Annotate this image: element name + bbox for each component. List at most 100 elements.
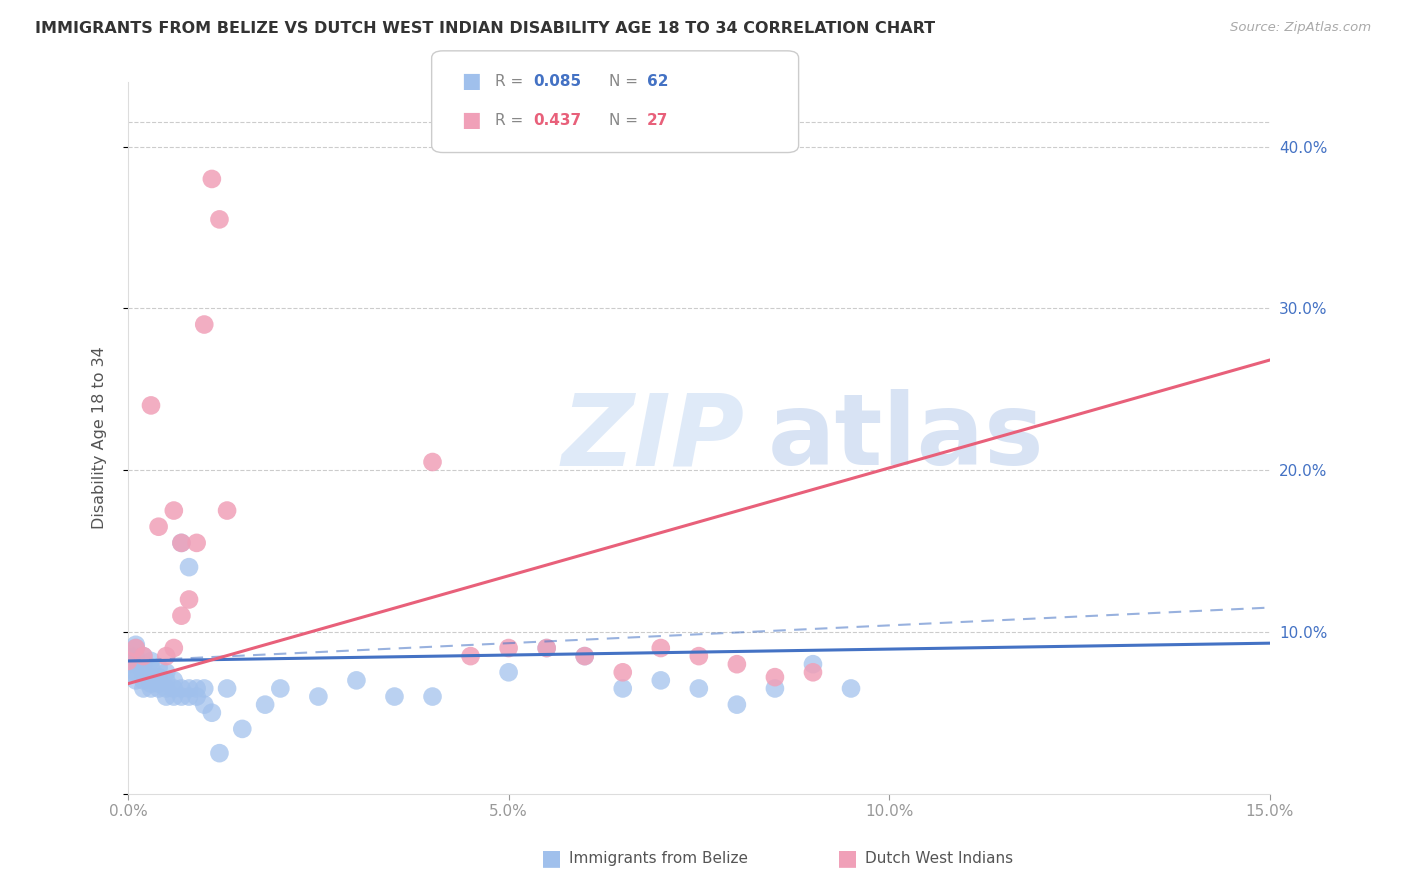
Point [460,649,482,664]
Point [117,654,139,668]
Point [612,681,634,696]
Point [117,654,139,668]
Point [148,670,170,684]
Point [125,638,148,652]
Point [254,698,277,712]
Point [201,706,224,720]
Point [148,519,170,533]
Point [132,681,155,696]
Point [163,503,186,517]
Point [117,648,139,662]
Point [155,649,177,664]
Point [139,681,162,696]
Point [125,657,148,672]
Text: IMMIGRANTS FROM BELIZE VS DUTCH WEST INDIAN DISABILITY AGE 18 TO 34 CORRELATION : IMMIGRANTS FROM BELIZE VS DUTCH WEST IND… [35,21,935,36]
Point [125,640,148,655]
Point [148,660,170,674]
Point [839,681,862,696]
Text: N =: N = [609,113,643,128]
Point [186,681,208,696]
Point [155,673,177,688]
Text: 27: 27 [647,113,668,128]
Point [177,560,200,574]
Point [170,690,193,704]
Point [498,665,520,680]
Point [193,698,215,712]
Point [536,640,558,655]
Point [725,698,748,712]
Text: ■: ■ [461,71,481,91]
Text: Dutch West Indians: Dutch West Indians [865,851,1012,865]
Point [117,650,139,665]
Point [801,665,824,680]
Point [125,649,148,664]
Text: Immigrants from Belize: Immigrants from Belize [569,851,748,865]
Text: ■: ■ [461,111,481,130]
Point [307,690,329,704]
Point [193,681,215,696]
Point [177,681,200,696]
Point [132,649,155,664]
Point [163,690,186,704]
Point [574,649,596,664]
Point [132,657,155,672]
Point [125,673,148,688]
Point [384,690,406,704]
Point [725,657,748,672]
Text: Source: ZipAtlas.com: Source: ZipAtlas.com [1230,21,1371,34]
Point [217,681,239,696]
Point [193,318,215,332]
Point [186,690,208,704]
Point [177,592,200,607]
Text: atlas: atlas [768,389,1043,486]
Text: ZIP: ZIP [562,389,745,486]
Text: 0.085: 0.085 [533,74,581,88]
Point [117,657,139,672]
Point [612,665,634,680]
Point [170,536,193,550]
Point [125,665,148,680]
Point [574,649,596,664]
Text: 62: 62 [647,74,668,88]
Point [763,670,786,684]
Point [231,722,253,736]
Point [148,681,170,696]
Point [346,673,368,688]
Point [132,649,155,664]
Point [163,681,186,696]
Point [148,676,170,690]
Text: N =: N = [609,74,643,88]
Text: R =: R = [495,74,529,88]
Point [208,212,231,227]
Point [650,673,672,688]
Point [155,690,177,704]
Point [422,690,444,704]
Point [139,398,162,412]
Text: ■: ■ [837,848,858,868]
Point [125,640,148,655]
Point [170,681,193,696]
Point [269,681,291,696]
Point [117,665,139,680]
Point [139,676,162,690]
Point [155,665,177,680]
Point [132,665,155,680]
Point [139,670,162,684]
Point [155,681,177,696]
Point [170,536,193,550]
Point [498,640,520,655]
Point [536,640,558,655]
Point [208,746,231,760]
Point [139,654,162,668]
Point [688,649,710,664]
Point [688,681,710,696]
Point [163,640,186,655]
Point [763,681,786,696]
Y-axis label: Disability Age 18 to 34: Disability Age 18 to 34 [93,346,107,529]
Point [422,455,444,469]
Point [163,673,186,688]
Point [201,172,224,186]
Text: R =: R = [495,113,529,128]
Point [170,608,193,623]
Point [132,673,155,688]
